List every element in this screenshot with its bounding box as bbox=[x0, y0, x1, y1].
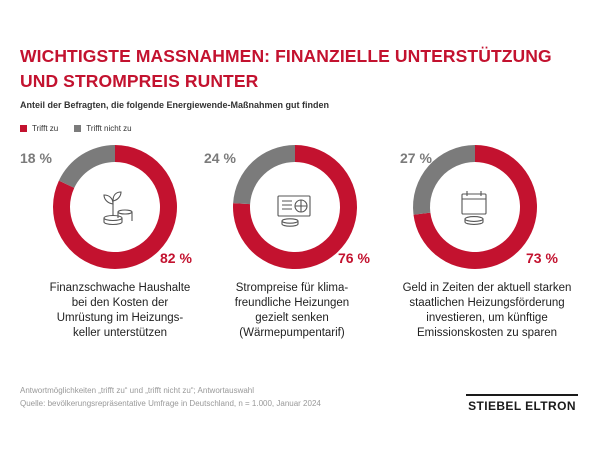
legend-item-yes: Trifft zu bbox=[20, 124, 58, 133]
donut-2-label-yes: 76 % bbox=[338, 250, 370, 266]
donut-3-description: Geld in Zeiten der aktuell starken staat… bbox=[402, 282, 572, 339]
donut-3-label-no: 27 % bbox=[400, 150, 432, 166]
legend-swatch-yes bbox=[20, 125, 27, 132]
donut-1-label-no: 18 % bbox=[20, 150, 52, 166]
donut-svg-3 bbox=[413, 145, 537, 269]
footer-source: Quelle: bevölkerungsrepräsentative Umfra… bbox=[20, 399, 321, 408]
donut-2-label-no: 24 % bbox=[204, 150, 236, 166]
donut-1-segment-no bbox=[58, 145, 115, 188]
heat-pump-coins-icon bbox=[277, 195, 311, 227]
brand-logo: STIEBEL ELTRON bbox=[466, 394, 578, 413]
plant-coins-icon bbox=[103, 191, 133, 226]
donut-svg-1 bbox=[52, 145, 177, 269]
donut-2-description: Strompreise für klima- freundliche Heizu… bbox=[234, 282, 350, 339]
donut-chart-2: 24 % 76 % bbox=[204, 142, 380, 272]
chart-footer: Antwortmöglichkeiten „trifft zu“ und „tr… bbox=[20, 384, 321, 410]
chart-subtitle: Anteil der Befragten, die folgende Energ… bbox=[20, 100, 330, 110]
donut-3-segment-no bbox=[413, 145, 475, 215]
donut-3-label-yes: 73 % bbox=[526, 250, 558, 266]
legend: Trifft zu Trifft nicht zu bbox=[20, 124, 132, 133]
legend-label-yes: Trifft zu bbox=[32, 124, 59, 133]
donut-2-segment-no bbox=[233, 145, 295, 205]
legend-swatch-no bbox=[74, 125, 82, 132]
donut-1-description: Finanzschwache Haushalte bei den Kosten … bbox=[49, 282, 191, 339]
legend-label-no: Trifft nicht zu bbox=[86, 124, 132, 133]
footer-note: Antwortmöglichkeiten „trifft zu“ und „tr… bbox=[20, 386, 255, 395]
donut-svg-2 bbox=[233, 145, 357, 269]
donut-chart-3: 27 % 73 % bbox=[390, 142, 560, 272]
calendar-coins-icon bbox=[461, 191, 487, 225]
legend-item-no: Trifft nicht zu bbox=[74, 124, 132, 133]
donut-chart-1: 18 % 82 % bbox=[20, 142, 200, 272]
donut-1-label-yes: 82 % bbox=[160, 250, 192, 266]
chart-title: Wichtigste Maßnahmen: finanzielle Unters… bbox=[20, 46, 552, 91]
